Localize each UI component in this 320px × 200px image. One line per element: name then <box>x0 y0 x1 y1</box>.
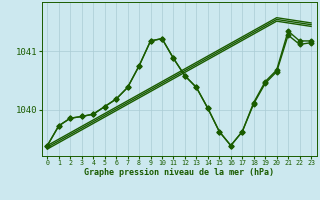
X-axis label: Graphe pression niveau de la mer (hPa): Graphe pression niveau de la mer (hPa) <box>84 168 274 177</box>
